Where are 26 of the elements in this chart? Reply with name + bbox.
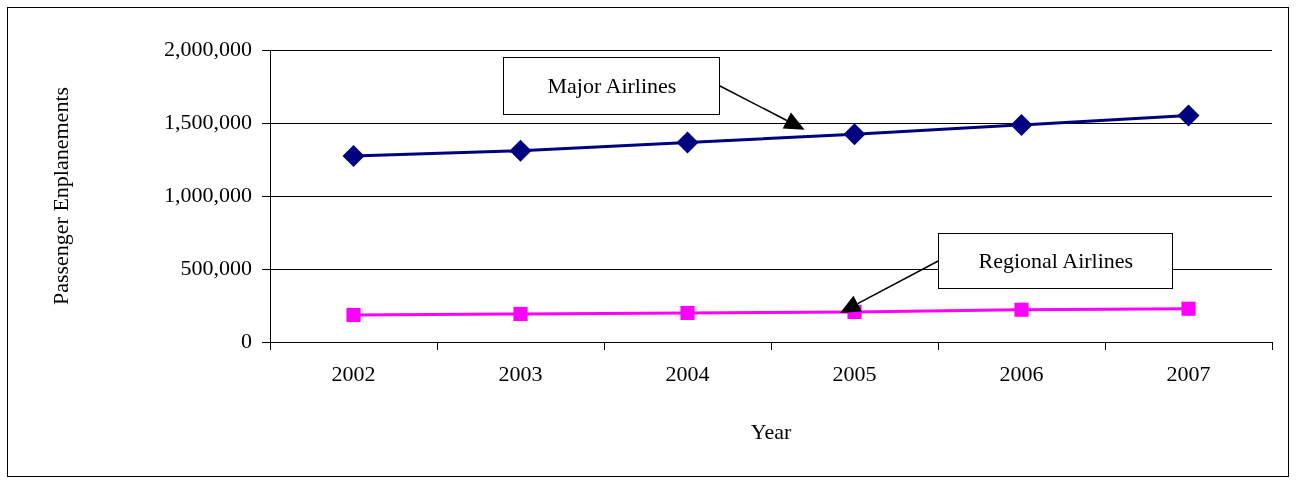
point: [342, 145, 365, 167]
point: [509, 139, 532, 162]
point: [680, 305, 695, 321]
point: [843, 123, 866, 146]
label-box: Regional Airlines: [938, 232, 1174, 289]
x-tick-label: 2003: [498, 360, 543, 386]
point: [1177, 104, 1200, 127]
x-axis-title: Year: [750, 418, 792, 444]
point: [676, 131, 699, 154]
point: [513, 306, 528, 322]
point: [346, 307, 361, 323]
y-tick-label: 1,000,000: [164, 181, 252, 207]
y-tick-label: 0: [241, 327, 252, 353]
y-tick-label: 500,000: [180, 254, 252, 280]
label-box: Major Airlines: [503, 57, 721, 116]
y-axis-title: Passenger Enplanements: [47, 86, 73, 306]
x-tick-label: 2004: [665, 360, 710, 386]
x-tick-label: 2006: [999, 360, 1044, 386]
point: [1010, 113, 1033, 136]
x-tick-label: 2007: [1166, 360, 1211, 386]
y-tick-label: 1,500,000: [164, 108, 252, 134]
x-tick-label: 2005: [832, 360, 877, 386]
x-tick-label: 2002: [331, 360, 376, 386]
point: [1014, 302, 1029, 317]
point: [1181, 301, 1196, 316]
y-tick-label: 2,000,000: [164, 35, 252, 61]
